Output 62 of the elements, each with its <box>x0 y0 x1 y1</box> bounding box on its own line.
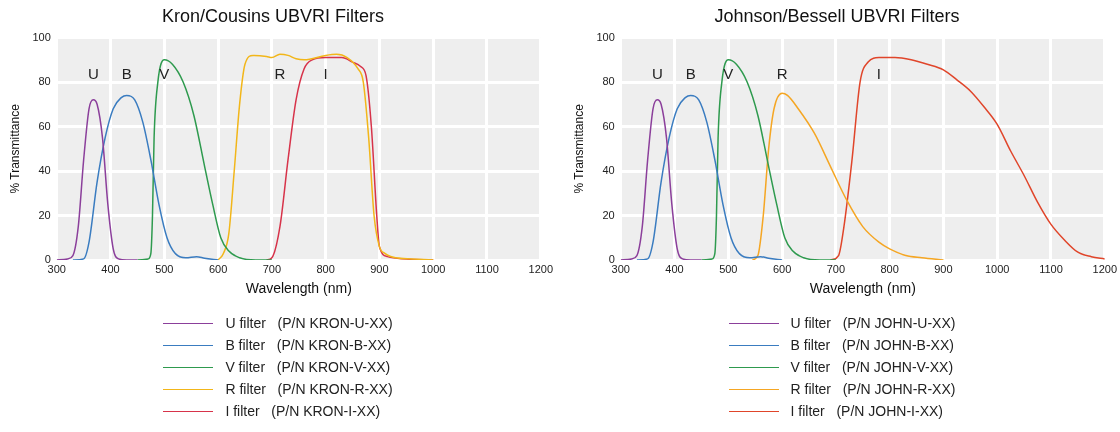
x-axis-title: Wavelength (nm) <box>809 280 916 297</box>
line-series <box>751 92 945 260</box>
y-tick-label: 60 <box>38 119 51 132</box>
legend-label: B filter (P/N JOHN-B-XX) <box>790 337 954 353</box>
legend-label: U filter (P/N KRON-U-XX) <box>225 315 393 331</box>
legend-label: I filter (P/N KRON-I-XX) <box>225 403 381 419</box>
y-axis-title: % Transmittance <box>7 103 22 194</box>
y-tick-label: 40 <box>602 164 615 177</box>
x-tick-label: 700 <box>262 262 282 275</box>
line-series <box>136 59 273 260</box>
y-tick-label: 80 <box>602 75 615 88</box>
annotation: U <box>87 64 99 82</box>
annotation: R <box>776 64 788 82</box>
annotation: R <box>274 64 286 82</box>
line-series <box>56 99 139 260</box>
line-series <box>636 94 783 260</box>
legend-label: V filter (P/N JOHN-V-XX) <box>790 359 954 375</box>
y-tick-label: 20 <box>602 208 615 221</box>
chart-title: Johnson/Bessell UBVRI Filters <box>714 5 960 26</box>
y-tick-label: 80 <box>38 75 51 88</box>
x-tick-label: 800 <box>316 262 335 275</box>
x-tick-label: 1000 <box>420 262 446 275</box>
annotation: V <box>159 64 170 82</box>
x-tick-label: 800 <box>880 262 899 275</box>
y-tick-label: 100 <box>596 30 615 43</box>
x-tick-label: 500 <box>155 262 174 275</box>
annotation: I <box>323 64 328 82</box>
legend-label: B filter (P/N KRON-B-XX) <box>225 337 392 353</box>
x-tick-label: 400 <box>101 262 120 275</box>
x-tick-label: 1000 <box>984 262 1010 275</box>
legend-label: R filter (P/N JOHN-R-XX) <box>790 381 956 397</box>
x-tick-label: 900 <box>370 262 389 275</box>
y-tick-label: 20 <box>38 208 51 221</box>
line-series <box>700 59 837 260</box>
x-tick-label: 1200 <box>528 262 554 275</box>
legend-label: U filter (P/N JOHN-U-XX) <box>790 315 956 331</box>
annotation: B <box>685 64 696 82</box>
x-tick-label: 1100 <box>1039 262 1063 275</box>
legend-label: R filter (P/N KRON-R-XX) <box>225 381 393 397</box>
chart-title: Kron/Cousins UBVRI Filters <box>161 5 385 26</box>
x-tick-label: 600 <box>772 262 792 275</box>
x-tick-label: 1200 <box>1092 262 1118 275</box>
annotation: V <box>723 64 734 82</box>
y-axis-title: % Transmittance <box>571 103 586 194</box>
x-tick-label: 400 <box>665 262 684 275</box>
annotation: I <box>876 64 881 82</box>
y-tick-label: 100 <box>32 30 51 43</box>
annotation: U <box>651 64 663 82</box>
x-tick-label: 900 <box>934 262 953 275</box>
y-tick-label: 60 <box>602 119 615 132</box>
x-tick-label: 600 <box>208 262 228 275</box>
legend-label: I filter (P/N JOHN-I-XX) <box>790 403 943 419</box>
y-tick-label: 40 <box>38 164 51 177</box>
line-series <box>620 99 703 260</box>
line-series <box>217 53 434 260</box>
annotation: B <box>121 64 132 82</box>
x-tick-label: 500 <box>719 262 738 275</box>
legend-label: V filter (P/N KRON-V-XX) <box>225 359 391 375</box>
x-axis-title: Wavelength (nm) <box>245 280 352 297</box>
x-tick-label: 1100 <box>475 262 499 275</box>
line-series <box>72 94 219 260</box>
x-tick-label: 700 <box>826 262 846 275</box>
